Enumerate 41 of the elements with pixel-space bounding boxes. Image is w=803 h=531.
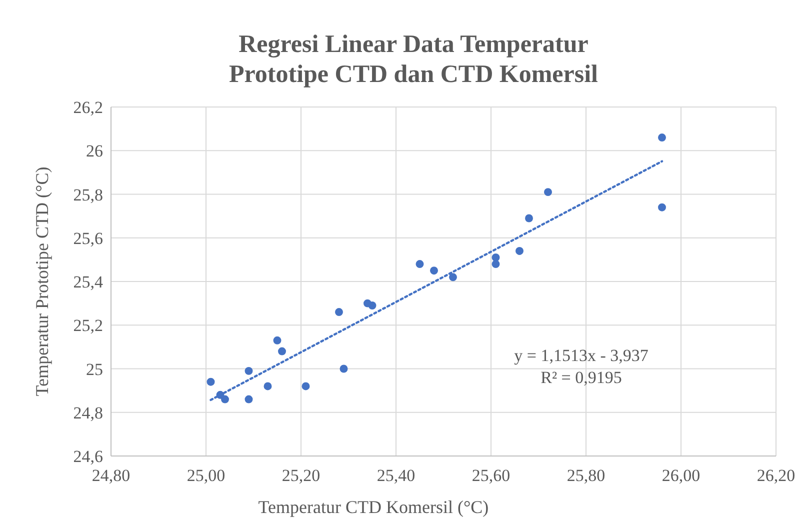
y-tick-label: 26 [86,142,103,161]
point [368,302,376,310]
x-tick-label: 25,40 [376,466,416,485]
point [302,382,310,390]
point [525,214,533,222]
y-tick-label: 25 [86,360,103,379]
point [340,364,348,373]
y-tick-label: 25,6 [73,228,103,248]
y-tick-label: 24,8 [73,403,103,422]
point [430,266,438,275]
x-tick-label: 25,20 [282,466,320,485]
point [206,378,215,386]
point [658,203,666,212]
point [658,134,666,142]
point [449,273,457,282]
y-tick-label: 25,2 [73,316,103,336]
y-tick-label: 24,6 [73,447,103,466]
point [221,395,229,404]
y-tick-label: 26,2 [73,98,103,117]
annotation: y = 1,1513x - 3,937 R² = 0,9195 [514,346,649,387]
point [273,336,282,344]
x-axis-title: Temperatur CTD Komersil (°C) [258,497,489,517]
point [416,260,424,268]
x-tick-label: 26,20 [756,466,796,485]
point [244,395,253,404]
x-tick-label: 25,80 [566,466,606,485]
x-tick-label: 25,00 [186,466,226,485]
point [516,246,524,255]
x-tick-label: 25,60 [472,466,510,485]
point [492,254,500,262]
y-tick-label: 25,4 [73,272,104,292]
point [544,188,552,196]
y-tick-label: 25,8 [73,185,103,204]
chart-title: Regresi Linear Data Temperatur Prototipe CTD dan CTD Komersil [229,31,598,88]
x-tick-label: 26,00 [662,466,700,485]
point [264,382,272,390]
y-axis-title: Temperatur Prototipe CTD (°C) [32,166,52,396]
point [278,347,286,356]
point [335,308,343,316]
point [244,366,253,375]
x-tick-label: 24,80 [92,466,130,485]
